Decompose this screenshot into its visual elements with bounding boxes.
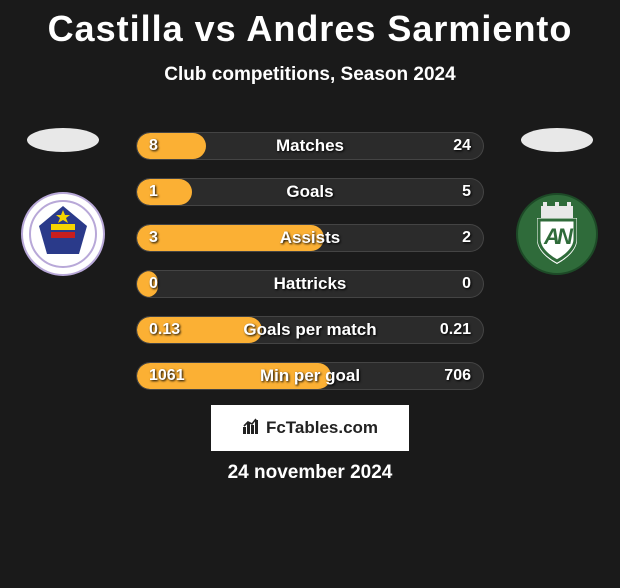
- club-left-badge-icon: [21, 192, 105, 276]
- stat-value-right: 5: [462, 179, 471, 205]
- club-logo-right: A N: [515, 192, 599, 276]
- stat-row: 3Assists2: [136, 224, 484, 252]
- page-subtitle: Club competitions, Season 2024: [0, 64, 620, 86]
- page-title: Castilla vs Andres Sarmiento: [0, 8, 620, 50]
- player-right-zone: A N: [512, 128, 602, 276]
- stat-label: Matches: [137, 133, 483, 159]
- stat-label: Goals per match: [137, 317, 483, 343]
- stat-value-right: 0: [462, 271, 471, 297]
- club-logo-left: [21, 192, 105, 276]
- player-right-avatar-placeholder: [521, 128, 593, 152]
- stat-row: 8Matches24: [136, 132, 484, 160]
- stat-value-right: 24: [453, 133, 471, 159]
- date-label: 24 november 2024: [0, 462, 620, 484]
- brand-badge[interactable]: FcTables.com: [211, 405, 409, 451]
- player-left-avatar-placeholder: [27, 128, 99, 152]
- player-left-zone: [18, 128, 108, 276]
- stat-value-right: 0.21: [440, 317, 471, 343]
- stat-row: 1Goals5: [136, 178, 484, 206]
- chart-icon: [242, 417, 260, 439]
- stat-row: 1061Min per goal706: [136, 362, 484, 390]
- stat-label: Hattricks: [137, 271, 483, 297]
- stat-label: Goals: [137, 179, 483, 205]
- brand-label: FcTables.com: [266, 418, 378, 438]
- stat-label: Min per goal: [137, 363, 483, 389]
- club-right-badge-icon: A N: [515, 192, 599, 276]
- stat-value-right: 2: [462, 225, 471, 251]
- comparison-bars: 8Matches24 1Goals5 3Assists2 0Hattricks0 0.1…: [136, 132, 484, 390]
- svg-text:N: N: [557, 224, 574, 249]
- stat-value-right: 706: [444, 363, 471, 389]
- stat-row: 0Hattricks0: [136, 270, 484, 298]
- stat-label: Assists: [137, 225, 483, 251]
- stat-row: 0.13Goals per match0.21: [136, 316, 484, 344]
